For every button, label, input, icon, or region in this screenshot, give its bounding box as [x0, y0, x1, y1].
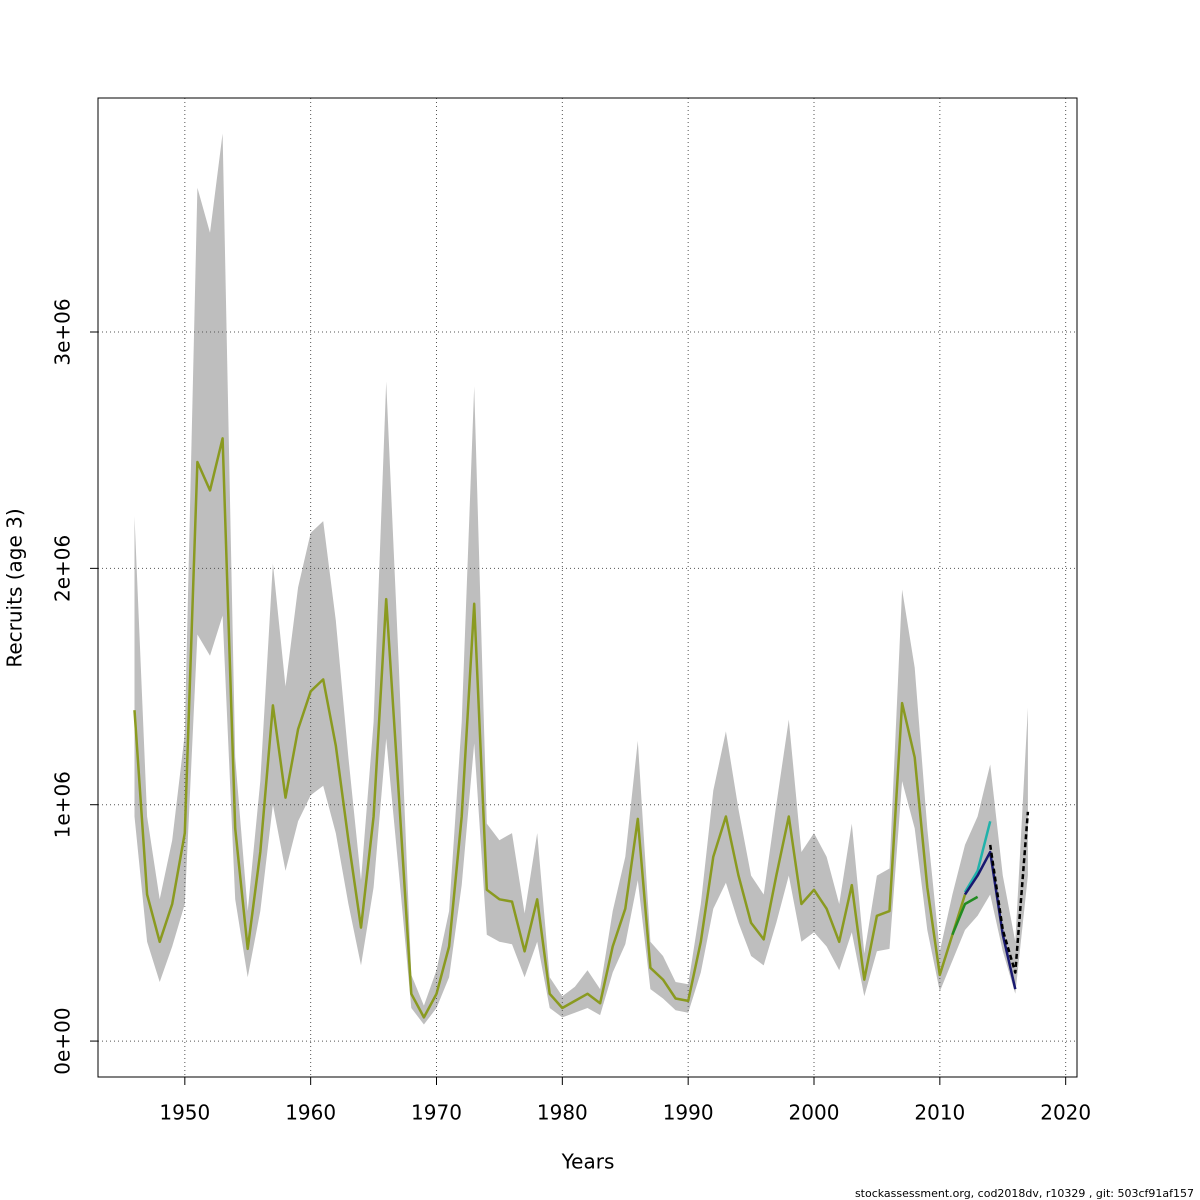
x-tick-label: 2000 [789, 1101, 840, 1125]
series-line [963, 820, 992, 893]
series-line [951, 895, 979, 936]
y-tick-label: 1e+06 [51, 771, 75, 838]
y-axis-label: Recruits (age 3) [3, 508, 27, 667]
x-tick-label: 1960 [285, 1101, 336, 1125]
y-tick-label: 3e+06 [51, 298, 75, 365]
series-line [988, 811, 1030, 974]
x-tick-label: 1970 [411, 1101, 462, 1125]
y-tick-label: 2e+06 [51, 535, 75, 602]
x-tick-label: 2020 [1040, 1101, 1091, 1125]
plot-frame [97, 97, 1078, 1078]
x-tick-label: 1950 [159, 1101, 210, 1125]
series-line [133, 437, 967, 1019]
x-tick-label: 1980 [537, 1101, 588, 1125]
series-line [963, 850, 1017, 990]
footer: stockassessment.org, cod2018dv, r10329 ,… [855, 1187, 1194, 1200]
x-tick-label: 1990 [663, 1101, 714, 1125]
confidence-band [134, 133, 1028, 1025]
y-tick-label: 0e+00 [51, 1007, 75, 1074]
x-tick-label: 2010 [914, 1101, 965, 1125]
x-axis-label: Years [561, 1150, 615, 1174]
